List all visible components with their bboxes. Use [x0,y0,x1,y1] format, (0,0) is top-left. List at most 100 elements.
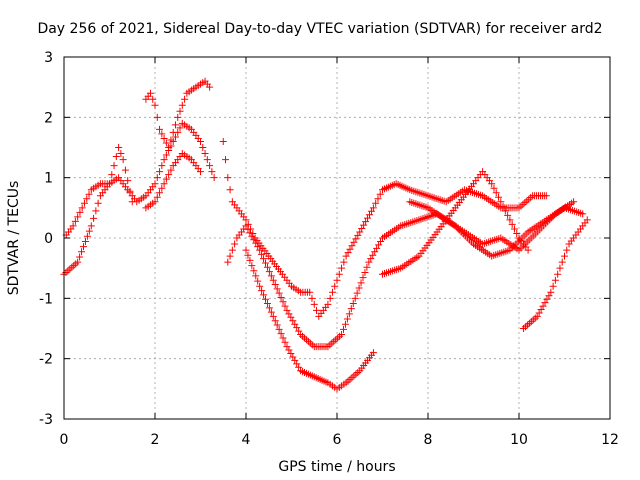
data-point [248,262,256,270]
data-point [374,195,382,203]
data-point [488,180,496,188]
data-point [171,121,179,129]
data-point [328,288,336,296]
data-point [158,130,166,138]
data-point [158,184,166,192]
data-point [151,198,159,206]
data-point [583,216,591,224]
data-point [222,156,230,164]
data-point [165,171,173,179]
data-point [262,259,269,267]
data-point [81,237,89,245]
y-tick-label: 2 [44,110,53,126]
data-point [156,189,164,197]
data-point [260,255,268,263]
series-track-4 [142,150,204,212]
data-point [71,217,79,225]
data-point [178,101,186,109]
data-point [149,95,157,103]
plot-layer [60,77,591,393]
data-point [94,199,102,207]
data-point [340,258,348,266]
data-point [160,134,168,142]
data-point [547,288,555,296]
data-point [224,258,232,266]
data-point [206,83,214,91]
data-point [74,258,82,266]
data-point [90,214,98,222]
y-tick-label: 0 [44,231,53,247]
data-point [85,190,93,198]
data-point [242,216,250,224]
data-point [349,300,357,308]
data-point [269,276,277,284]
data-point [78,248,86,256]
data-point [165,144,173,151]
data-point [110,162,118,170]
data-point [506,216,514,224]
data-point [156,168,164,176]
y-tick-label: 1 [44,171,53,187]
data-point [108,171,116,179]
data-point [228,246,236,254]
data-point [273,285,281,293]
data-point [263,300,271,308]
data-point [210,174,218,182]
series-track-2 [62,144,136,239]
data-point [324,300,332,308]
y-tick-label: -2 [39,352,53,368]
data-point [83,195,91,203]
data-point [258,287,266,295]
data-point [119,156,127,164]
data-point [271,317,279,325]
data-point [169,128,177,136]
data-point [126,187,134,195]
data-point [121,166,129,174]
data-point [87,222,95,230]
data-point [85,227,93,235]
data-point [275,289,283,297]
series-track-10 [406,198,578,254]
data-point [335,270,343,278]
x-tick-label: 10 [510,432,528,448]
data-point [361,268,369,276]
data-point [226,186,234,194]
data-point [162,151,170,159]
data-point [76,208,84,216]
data-point [201,150,209,158]
y-axis-label: SDTVAR / TECUs [6,181,22,296]
data-point [224,174,232,182]
data-point [347,305,355,313]
data-point [160,156,168,164]
data-point [558,258,566,266]
data-point [351,294,359,302]
data-point [153,193,161,201]
data-point [106,180,113,188]
data-point [244,251,252,259]
series-track-9 [520,216,591,332]
data-point [206,162,214,170]
data-point [74,213,82,221]
series-track-3 [142,77,214,151]
data-point [167,136,175,144]
data-point [151,180,159,188]
data-point [124,177,132,185]
data-point [579,210,587,218]
data-point [265,304,273,312]
data-point [570,198,578,206]
data-point [158,162,166,170]
data-point [258,250,266,258]
data-point [369,204,377,212]
data-point [128,198,136,206]
data-point [279,334,287,342]
data-point [265,268,273,276]
data-point [219,137,227,145]
x-tick-label: 0 [60,432,69,448]
y-tick-label: -1 [39,291,53,307]
data-point [554,270,562,278]
data-point [92,207,100,215]
data-point [490,184,498,192]
data-point [256,246,264,254]
